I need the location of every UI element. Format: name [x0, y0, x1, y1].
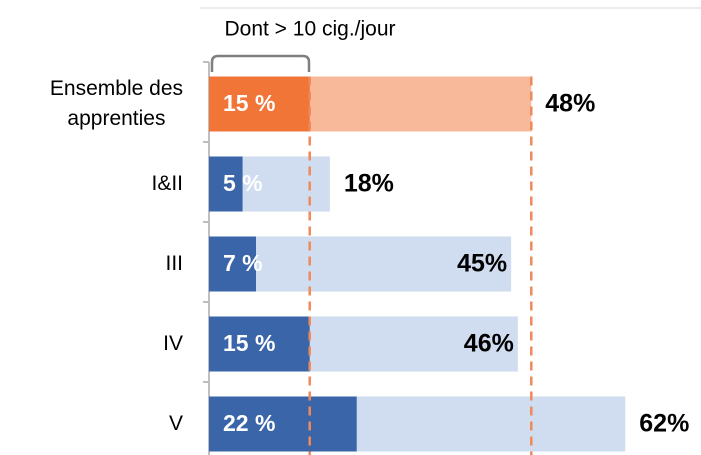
- bar: [209, 156, 243, 212]
- total-value-label: 46%: [464, 330, 514, 358]
- bar: [209, 76, 310, 132]
- inner-value-label: 15 %: [223, 90, 275, 116]
- bar: [209, 236, 256, 292]
- category-label: IV: [163, 332, 183, 355]
- bar: [209, 316, 310, 372]
- bar: [209, 396, 357, 452]
- category-label: Ensemble des apprenties: [49, 77, 183, 130]
- bracket: [210, 54, 311, 72]
- inner-value-label: 22 %: [223, 410, 275, 436]
- total-value-label: 48%: [545, 90, 595, 118]
- inner-value-label: 7 %: [223, 250, 263, 276]
- category-label: I&II: [151, 172, 183, 195]
- axis-ticks: [203, 61, 209, 383]
- category-label: III: [165, 252, 183, 275]
- total-value-label: 62%: [639, 410, 689, 438]
- total-value-label: 18%: [344, 170, 394, 198]
- annotation: Dont > 10 cig./jour: [224, 18, 395, 41]
- inner-value-label: 5 %: [223, 170, 263, 196]
- total-value-label: 45%: [457, 250, 507, 278]
- category-label: V: [168, 412, 183, 435]
- bar: [209, 236, 512, 292]
- inner-value-label: 15 %: [223, 330, 275, 356]
